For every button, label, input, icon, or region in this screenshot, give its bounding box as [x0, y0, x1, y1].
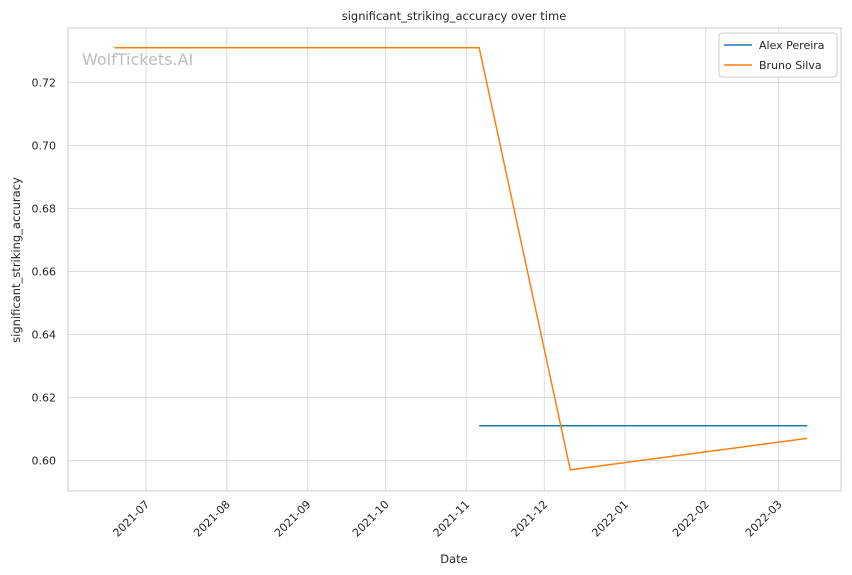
series-line-bruno-silva — [114, 47, 808, 471]
x-axis-title: Date — [440, 552, 468, 566]
series-lines — [114, 47, 808, 471]
chart-title: significant_striking_accuracy over time — [342, 9, 567, 23]
y-axis-ticks: 0.60 0.62 0.64 0.66 0.68 0.70 0.72 — [32, 76, 57, 467]
y-tick-label: 0.62 — [32, 391, 57, 404]
y-tick-label: 0.68 — [32, 202, 57, 215]
watermark-text: WolfTickets.AI — [82, 50, 193, 69]
legend-label-alex-pereira: Alex Pereira — [759, 39, 825, 52]
legend-items: Alex Pereira Bruno Silva — [724, 39, 825, 72]
y-tick-label: 0.70 — [32, 139, 57, 152]
legend: Alex Pereira Bruno Silva — [718, 32, 838, 78]
y-tick-label: 0.64 — [32, 328, 57, 341]
grid-lines — [68, 28, 841, 491]
y-axis-title: significant_striking_accuracy — [9, 177, 23, 343]
plot-area-frame — [67, 27, 842, 492]
legend-box — [718, 32, 838, 78]
y-tick-label: 0.72 — [32, 76, 57, 89]
y-tick-label: 0.60 — [32, 454, 57, 467]
y-tick-label: 0.66 — [32, 265, 57, 278]
legend-label-bruno-silva: Bruno Silva — [759, 59, 822, 72]
